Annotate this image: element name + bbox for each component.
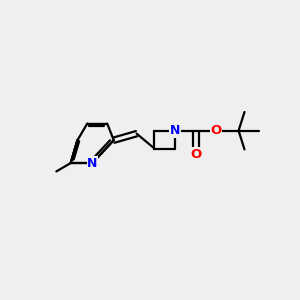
Text: O: O bbox=[210, 124, 222, 137]
Text: O: O bbox=[190, 148, 202, 161]
Text: N: N bbox=[87, 157, 98, 169]
Text: N: N bbox=[170, 124, 181, 137]
